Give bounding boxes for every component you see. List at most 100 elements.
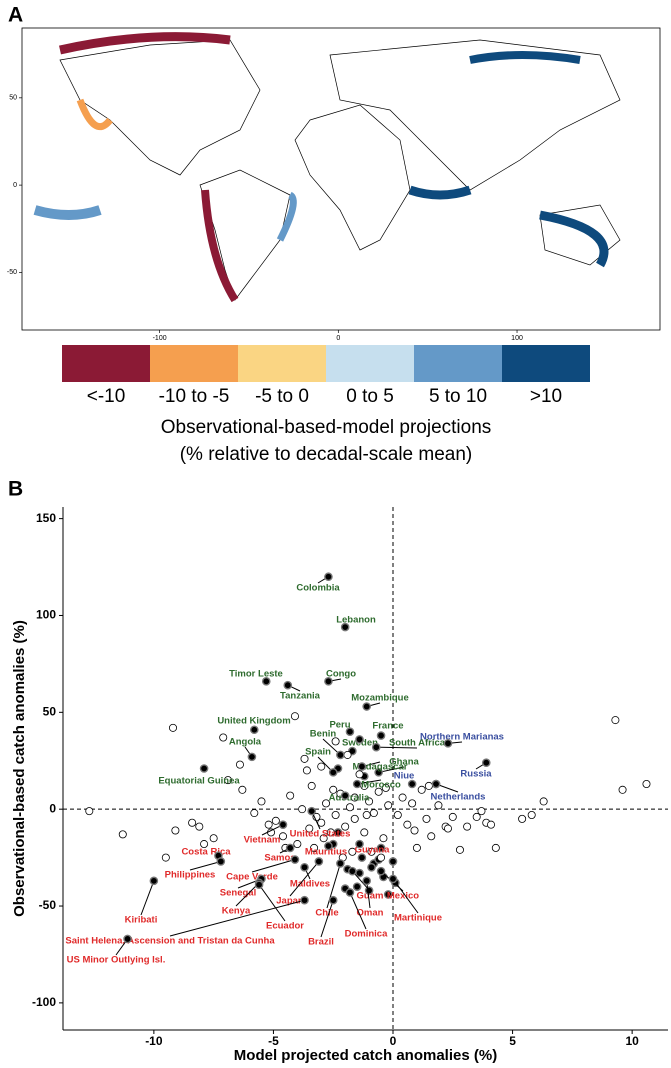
point bbox=[477, 807, 486, 816]
point bbox=[369, 809, 378, 818]
point bbox=[403, 820, 412, 829]
point-label: Maldives bbox=[290, 879, 330, 890]
point bbox=[412, 843, 421, 852]
point bbox=[393, 810, 402, 819]
point-label: Chile bbox=[315, 908, 338, 919]
point bbox=[642, 779, 651, 788]
point bbox=[326, 828, 335, 837]
point-label: Kenya bbox=[222, 906, 251, 917]
point-label: Philippines bbox=[165, 870, 216, 881]
point-label: Australia bbox=[329, 793, 370, 804]
point bbox=[355, 735, 364, 744]
point bbox=[345, 888, 355, 897]
point bbox=[200, 840, 209, 849]
point bbox=[219, 733, 228, 742]
point bbox=[317, 818, 326, 827]
point bbox=[307, 806, 316, 816]
point bbox=[336, 859, 345, 868]
point bbox=[491, 843, 500, 852]
point bbox=[408, 799, 417, 808]
point bbox=[307, 781, 316, 790]
leader-line bbox=[289, 861, 320, 897]
point bbox=[355, 868, 364, 878]
point bbox=[171, 826, 180, 835]
point-label: Russia bbox=[460, 769, 492, 780]
point bbox=[381, 783, 390, 792]
point bbox=[223, 776, 232, 785]
point bbox=[350, 814, 359, 823]
point bbox=[448, 812, 457, 821]
leader-line bbox=[235, 882, 260, 907]
point bbox=[331, 810, 340, 819]
point bbox=[293, 840, 302, 849]
point-label: Tanzania bbox=[280, 691, 321, 702]
x-tick-label: 0 bbox=[390, 1034, 397, 1048]
point-label: Angola bbox=[229, 737, 262, 748]
point bbox=[257, 797, 266, 806]
point bbox=[434, 801, 443, 810]
point bbox=[362, 702, 371, 711]
point bbox=[195, 822, 204, 831]
point bbox=[367, 862, 376, 872]
leader-line bbox=[251, 859, 296, 873]
x-tick-label: 100 bbox=[511, 335, 523, 342]
legend-swatch bbox=[238, 345, 326, 382]
point-label: Peru bbox=[329, 720, 350, 731]
point bbox=[283, 680, 293, 690]
point bbox=[298, 805, 307, 814]
point bbox=[487, 820, 496, 829]
point-label: Lebanon bbox=[336, 615, 376, 626]
point bbox=[317, 762, 326, 771]
point bbox=[261, 677, 271, 686]
point bbox=[431, 779, 441, 789]
point bbox=[388, 874, 398, 884]
point bbox=[355, 770, 364, 779]
x-tick-label: -5 bbox=[268, 1034, 279, 1048]
leader-line bbox=[189, 860, 221, 871]
point-label: Equatorial Guinea bbox=[158, 776, 240, 787]
point-label: Cape Verde bbox=[226, 872, 278, 883]
point-label: Madagascar bbox=[353, 762, 408, 773]
point-label: Costa Rica bbox=[181, 847, 231, 858]
point bbox=[216, 857, 226, 866]
point bbox=[271, 816, 280, 825]
y-tick-label: 50 bbox=[9, 95, 17, 102]
point bbox=[341, 822, 350, 831]
point-label: Kiribati bbox=[125, 915, 158, 926]
point-label: Samoa bbox=[264, 853, 296, 864]
point bbox=[250, 725, 259, 735]
legend-label: -10 to -5 bbox=[159, 386, 230, 407]
point bbox=[539, 797, 548, 806]
legend-label: <-10 bbox=[87, 386, 126, 407]
point bbox=[384, 801, 393, 810]
point-label: Colombia bbox=[296, 583, 340, 594]
point bbox=[383, 890, 393, 899]
point-label: Mozambique bbox=[351, 693, 409, 704]
point bbox=[352, 882, 362, 891]
point bbox=[123, 934, 132, 944]
point-label: Mexico bbox=[387, 891, 419, 902]
point bbox=[247, 752, 257, 762]
point bbox=[350, 793, 359, 802]
x-tick-label: -100 bbox=[153, 335, 167, 342]
point-label: Morocco bbox=[361, 780, 401, 791]
point-label: US Minor Outlying Isl. bbox=[67, 955, 166, 966]
point bbox=[348, 866, 357, 876]
point-label: Vietnam bbox=[244, 835, 281, 846]
point bbox=[300, 895, 309, 905]
point bbox=[398, 793, 407, 802]
y-tick-label: -100 bbox=[32, 995, 56, 1009]
point-label: Mauritius bbox=[305, 847, 347, 858]
point bbox=[328, 895, 338, 905]
point bbox=[455, 845, 464, 854]
point bbox=[376, 843, 386, 853]
point-label: Spain bbox=[305, 747, 331, 758]
point bbox=[527, 810, 536, 819]
leader-line bbox=[349, 892, 367, 930]
point bbox=[314, 857, 324, 866]
point bbox=[290, 855, 300, 864]
point bbox=[357, 853, 367, 862]
point bbox=[417, 785, 426, 794]
point-label: Timor Leste bbox=[229, 669, 283, 680]
y-tick-label: 0 bbox=[49, 801, 56, 815]
